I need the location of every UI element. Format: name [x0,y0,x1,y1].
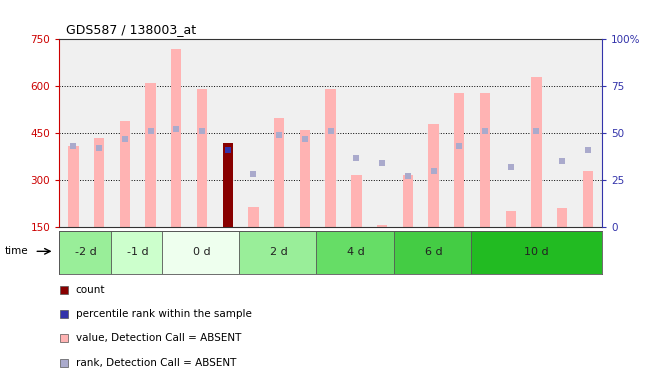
Bar [68,146,78,227]
Bar [531,77,542,227]
Bar [583,171,593,227]
Text: GDS587 / 138003_at: GDS587 / 138003_at [66,22,196,36]
Bar [300,130,310,227]
Bar [505,211,516,227]
Bar [471,231,602,274]
Text: 4 d: 4 d [347,247,365,257]
Text: rank, Detection Call = ABSENT: rank, Detection Call = ABSENT [76,358,236,368]
Bar [454,93,465,227]
Text: 10 d: 10 d [524,247,549,257]
Text: value, Detection Call = ABSENT: value, Detection Call = ABSENT [76,333,241,344]
Bar [171,49,182,227]
Text: count: count [76,285,105,295]
Text: percentile rank within the sample: percentile rank within the sample [76,309,251,319]
Bar [120,121,130,227]
Text: 0 d: 0 d [193,247,211,257]
Bar [197,89,207,227]
Bar [145,83,156,227]
Bar [94,138,104,227]
Bar [274,117,284,227]
Bar [480,93,490,227]
Bar [393,231,474,274]
Bar [403,176,413,227]
Bar [222,142,233,227]
Bar [557,208,567,227]
Text: 2 d: 2 d [270,247,288,257]
Bar [59,231,113,274]
Bar [240,231,319,274]
Bar [377,225,388,227]
Text: -1 d: -1 d [127,247,149,257]
Bar [316,231,396,274]
Text: 6 d: 6 d [425,247,442,257]
Bar [111,231,164,274]
Text: -2 d: -2 d [76,247,97,257]
Bar [326,89,336,227]
Bar [162,231,242,274]
Bar [248,207,259,227]
Bar [351,176,361,227]
Text: time: time [5,246,28,256]
Bar [428,124,439,227]
